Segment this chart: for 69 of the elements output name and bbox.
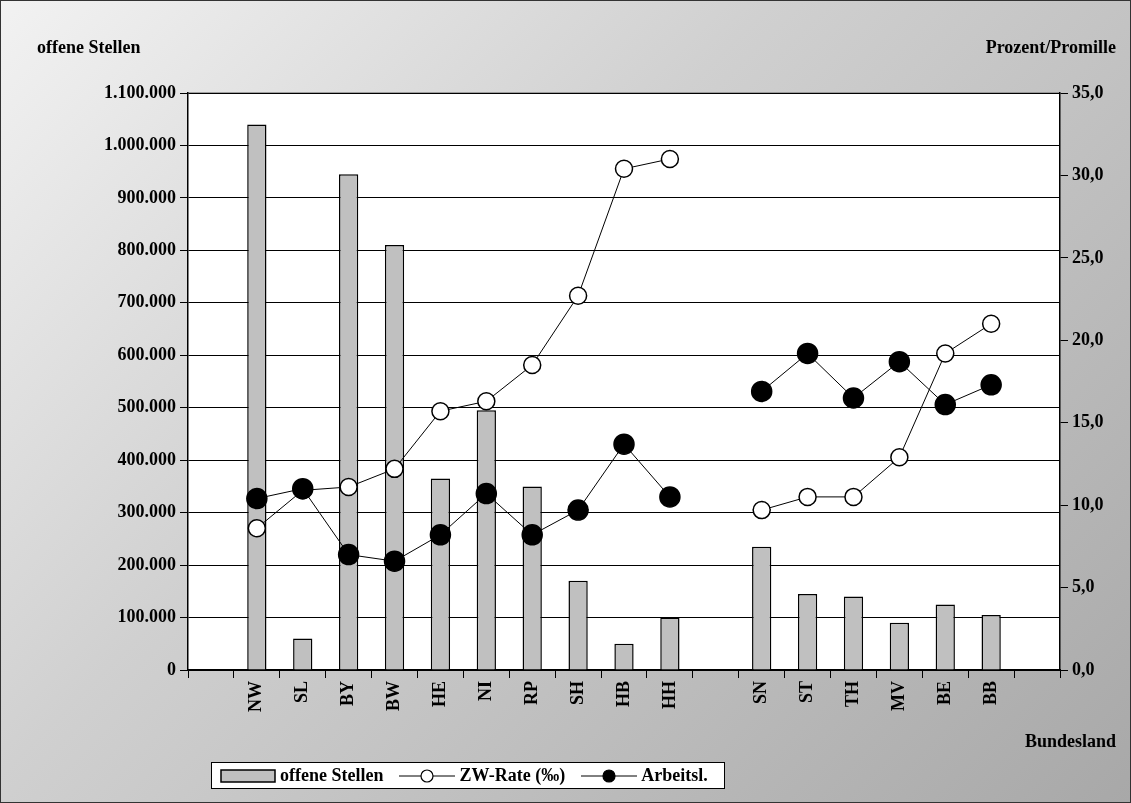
point (752, 500, 771, 520)
x-tick-label: BB (979, 681, 1000, 706)
point (798, 487, 817, 507)
x-axis-title: Bundesland (1024, 731, 1116, 752)
y-tick-label: 1.000.000 (104, 134, 176, 155)
y2-axis-title: Prozent/Promille (985, 37, 1116, 58)
point (890, 448, 909, 467)
x-tick-label: HB (612, 681, 633, 708)
legend-label: offene Stellen (280, 765, 384, 786)
x-tick-label: TH (842, 681, 863, 708)
x-tick-label: RP (520, 681, 541, 705)
point (980, 374, 1002, 396)
point (750, 380, 773, 403)
point (567, 499, 589, 521)
x-tick-label: BE (933, 681, 954, 706)
point (291, 477, 314, 500)
point (247, 518, 267, 538)
x-tick-label: BY (337, 681, 358, 707)
y-tick-label: 600.000 (117, 343, 176, 364)
point (339, 477, 358, 497)
y-tick-label: 500.000 (117, 396, 176, 417)
x-tick-label: HH (658, 681, 679, 710)
x-tick-label: NI (474, 681, 495, 702)
y-tick-label: 300.000 (117, 501, 176, 522)
point (613, 433, 635, 455)
legend-label: Arbeitsl. (641, 765, 708, 786)
x-tick-label: HE (429, 681, 450, 708)
y-tick-label: 400.000 (117, 448, 176, 469)
y-tick-label: 0 (167, 658, 176, 679)
y2-tick-label: 30,0 (1072, 164, 1104, 185)
point (431, 401, 450, 421)
y2-tick-label: 25,0 (1072, 246, 1104, 267)
x-tick-label: SH (566, 681, 587, 706)
y2-tick-label: 15,0 (1072, 411, 1104, 432)
y2-tick-label: 10,0 (1072, 493, 1104, 514)
point (934, 393, 957, 416)
point (385, 459, 404, 479)
y-tick-label: 700.000 (117, 291, 176, 312)
point (429, 524, 452, 546)
point (337, 543, 360, 566)
point (936, 344, 955, 363)
y-tick-label: 900.000 (117, 186, 176, 207)
point (659, 486, 681, 508)
x-tick-label: ST (796, 681, 817, 704)
point (477, 392, 496, 411)
x-tick-label: SN (750, 681, 771, 705)
x-tick-label: NW (245, 681, 266, 712)
y-tick-label: 100.000 (117, 606, 176, 627)
point (796, 342, 819, 365)
point (246, 487, 268, 510)
y-tick-label: 200.000 (117, 553, 176, 574)
legend-label: ZW-Rate (‰) (459, 765, 566, 786)
point (844, 487, 863, 507)
point (521, 524, 543, 546)
y-tick-label: 1.100.000 (104, 81, 176, 102)
x-tick-label: MV (888, 681, 909, 711)
y2-tick-label: 0,0 (1072, 658, 1095, 679)
y2-tick-label: 20,0 (1072, 328, 1104, 349)
y2-tick-label: 35,0 (1072, 81, 1104, 102)
y-axis-title: offene Stellen (37, 37, 141, 58)
point (475, 482, 498, 505)
y2-tick-label: 5,0 (1072, 576, 1095, 597)
point (888, 350, 911, 373)
point (383, 550, 406, 572)
point (614, 159, 634, 179)
x-tick-label: BW (383, 681, 404, 712)
y-tick-label: 800.000 (117, 239, 176, 260)
x-tick-label: SL (291, 681, 312, 704)
point (842, 387, 865, 409)
